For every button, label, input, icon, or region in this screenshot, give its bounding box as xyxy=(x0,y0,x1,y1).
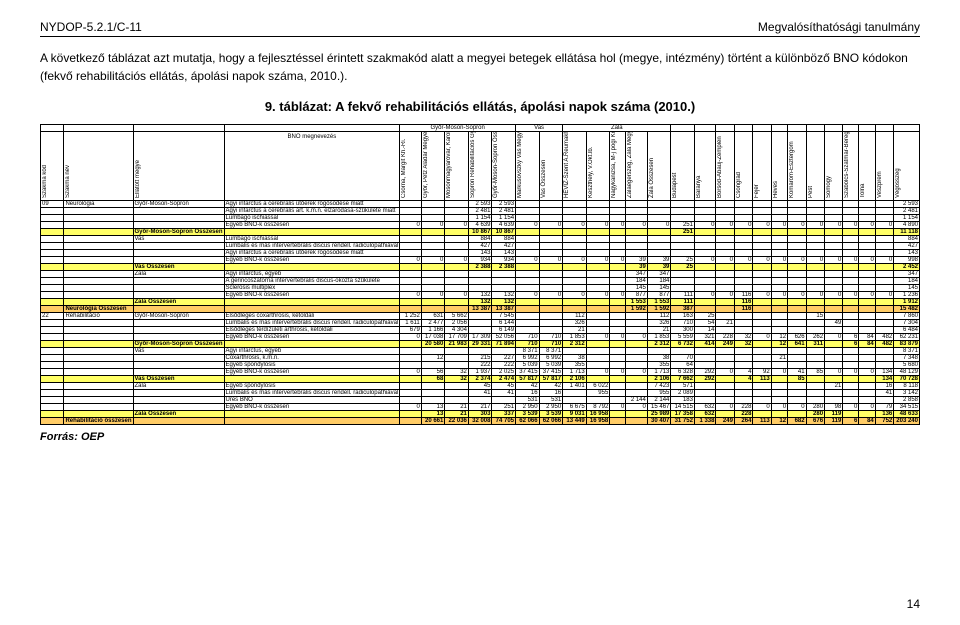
source-label: Forrás: OEP xyxy=(40,431,920,443)
intro-paragraph: A következő táblázat azt mutatja, hogy a… xyxy=(40,49,920,85)
data-table: Győr-Moson-SopronVasZala Szakma kódSzakm… xyxy=(40,124,920,425)
page-number: 14 xyxy=(907,597,920,611)
data-table-wrap: Győr-Moson-SopronVasZala Szakma kódSzakm… xyxy=(40,124,920,425)
doc-code: NYDOP-5.2.1/C-11 xyxy=(40,20,142,34)
table-caption: 9. táblázat: A fekvő rehabilitációs ellá… xyxy=(40,99,920,114)
doc-title: Megvalósíthatósági tanulmány xyxy=(758,20,920,34)
